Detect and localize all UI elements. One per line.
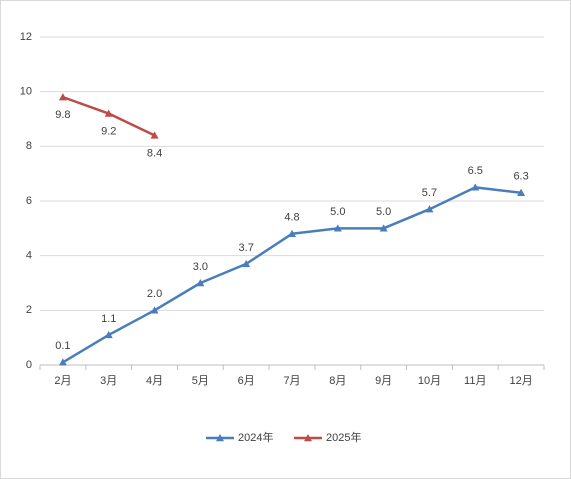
data-label: 4.8 (284, 212, 299, 224)
x-tick-label: 3月 (100, 375, 117, 387)
x-tick-label: 7月 (283, 375, 300, 387)
legend-label: 2025年 (326, 430, 361, 444)
y-tick-label: 4 (26, 250, 32, 262)
x-tick-label: 12月 (509, 375, 532, 387)
point-marker (288, 229, 296, 237)
point-marker (379, 224, 388, 232)
y-tick-label: 10 (20, 86, 32, 98)
y-tick-label: 8 (26, 140, 32, 152)
x-tick-label: 10月 (418, 375, 441, 387)
data-label: 1.1 (101, 313, 116, 325)
point-marker (471, 183, 480, 191)
x-tick-label: 5月 (192, 375, 209, 387)
data-label: 3.0 (193, 261, 208, 273)
point-marker (58, 93, 67, 101)
y-tick-label: 2 (26, 304, 32, 316)
data-label: 6.3 (513, 171, 528, 183)
data-label: 9.2 (101, 125, 116, 137)
y-tick-label: 6 (26, 195, 32, 207)
point-marker (517, 188, 526, 196)
point-marker (150, 306, 159, 314)
data-label: 5.0 (376, 206, 391, 218)
point-marker (333, 224, 342, 232)
data-label: 9.8 (55, 109, 70, 121)
x-tick-label: 9月 (375, 375, 392, 387)
data-label: 8.4 (147, 147, 162, 159)
legend-marker (216, 434, 224, 442)
point-marker (196, 279, 205, 287)
data-label: 3.7 (239, 242, 254, 254)
data-label: 6.5 (468, 165, 483, 177)
data-label: 5.0 (330, 206, 345, 218)
point-marker (150, 131, 159, 139)
x-tick-label: 6月 (238, 375, 255, 387)
data-label: 2.0 (147, 288, 162, 300)
point-marker (425, 205, 434, 213)
x-tick-label: 8月 (329, 375, 346, 387)
legend-marker (304, 434, 312, 442)
point-marker (242, 259, 251, 268)
y-tick-label: 12 (20, 31, 32, 43)
x-tick-label: 2月 (54, 375, 71, 387)
data-label: 5.7 (422, 187, 437, 199)
point-marker (104, 330, 113, 339)
data-label: 0.1 (55, 340, 70, 352)
x-tick-label: 11月 (464, 375, 486, 387)
legend-label: 2024年 (238, 430, 273, 444)
point-marker (58, 358, 67, 366)
x-tick-label: 4月 (146, 375, 163, 387)
y-tick-label: 0 (26, 359, 32, 371)
point-marker (104, 109, 113, 117)
